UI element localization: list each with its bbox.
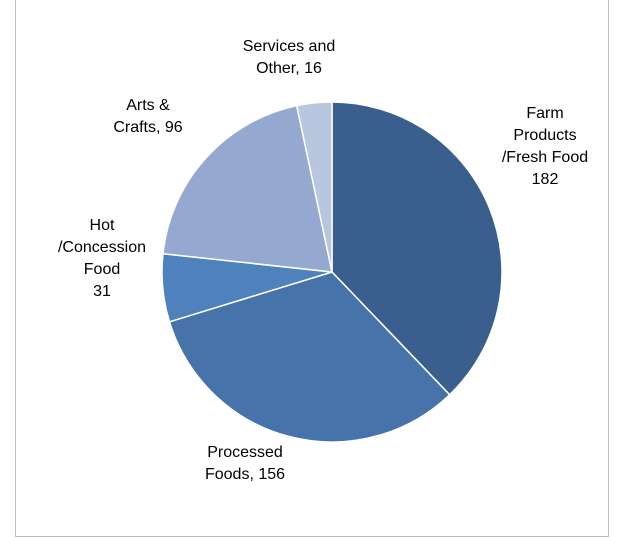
data-label-line: Products <box>513 127 576 144</box>
data-label-line: Food <box>84 261 120 278</box>
data-label-2: Processed Foods, 156 <box>205 444 285 483</box>
data-label-5: Services and Other, 16 <box>243 38 336 77</box>
data-label-line: /Concession <box>58 239 146 256</box>
data-label-line: Services and <box>243 38 336 55</box>
data-label-line: Farm <box>526 105 563 122</box>
data-label-line: Crafts, 96 <box>113 119 182 136</box>
data-label-4: Arts & Crafts, 96 <box>113 97 182 136</box>
pie-slices <box>162 102 502 442</box>
data-label-3: Hot/Concession Food 31 <box>58 217 146 300</box>
data-label-line: Arts & <box>126 97 170 114</box>
data-label-line: /Fresh Food <box>502 149 588 166</box>
data-label-line: Hot <box>90 217 115 234</box>
data-label-1: Farm Products/Fresh Food 182 <box>502 105 588 188</box>
data-label-line: Other, 16 <box>256 60 322 77</box>
data-label-line: 182 <box>532 171 559 188</box>
data-label-line: Foods, 156 <box>205 466 285 483</box>
data-label-line: Processed <box>207 444 283 461</box>
data-label-line: 31 <box>93 283 111 300</box>
